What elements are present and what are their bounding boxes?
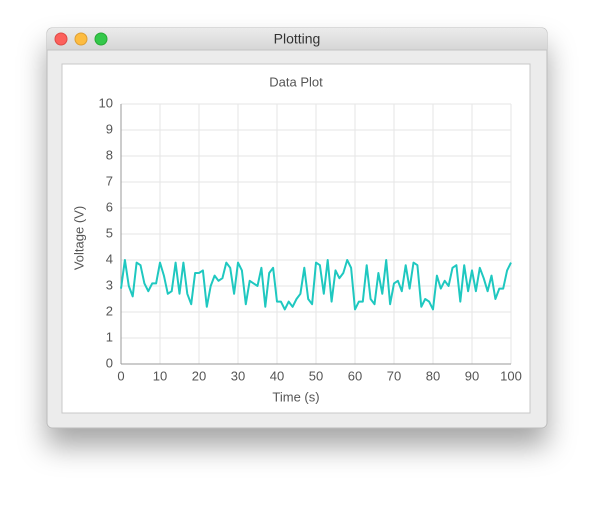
minimize-button[interactable] — [74, 32, 88, 46]
x-tick-label: 0 — [117, 368, 124, 383]
y-tick-label: 10 — [99, 95, 113, 110]
x-tick-label: 10 — [153, 368, 167, 383]
y-tick-label: 9 — [106, 121, 113, 136]
x-axis-label: Time (s) — [272, 389, 319, 404]
x-tick-label: 90 — [465, 368, 479, 383]
data-line — [120, 259, 512, 311]
y-tick-label: 7 — [106, 173, 113, 188]
chart-panel — [61, 63, 531, 414]
y-axis-label: Voltage (V) — [71, 206, 86, 270]
x-tick-label: 40 — [270, 368, 284, 383]
y-tick-label: 6 — [106, 199, 113, 214]
zoom-button[interactable] — [94, 32, 108, 46]
close-button[interactable] — [54, 32, 68, 46]
x-tick-label: 50 — [309, 368, 323, 383]
y-tick-label: 8 — [106, 147, 113, 162]
x-tick-label: 80 — [426, 368, 440, 383]
y-tick-label: 0 — [106, 355, 113, 370]
y-tick-label: 3 — [106, 277, 113, 292]
window-title: Plotting — [274, 31, 321, 47]
y-tick-label: 1 — [106, 329, 113, 344]
y-tick-label: 2 — [106, 303, 113, 318]
x-tick-label: 70 — [387, 368, 401, 383]
title-bar — [47, 28, 547, 50]
x-tick-label: 60 — [348, 368, 362, 383]
x-tick-label: 20 — [192, 368, 206, 383]
y-tick-label: 5 — [106, 225, 113, 240]
chart-title: Data Plot — [269, 74, 323, 89]
x-tick-label: 100 — [500, 368, 522, 383]
x-tick-label: 30 — [231, 368, 245, 383]
y-tick-label: 4 — [106, 251, 113, 266]
